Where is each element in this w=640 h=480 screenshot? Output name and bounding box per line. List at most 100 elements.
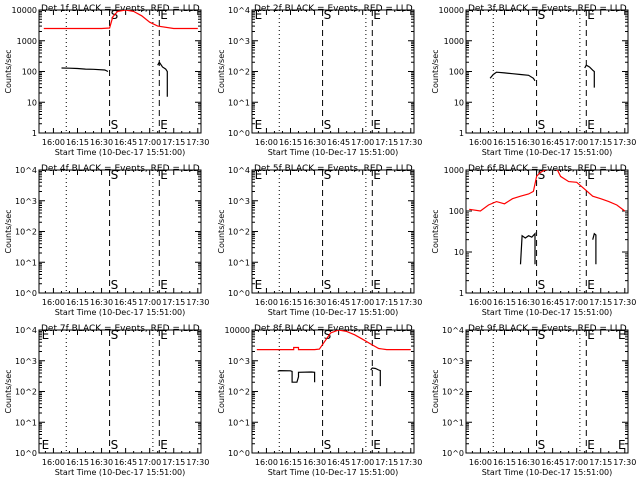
marker-label-bottom: S <box>538 278 546 292</box>
marker-label-top: E <box>160 168 168 182</box>
y-tick-label: 1000 <box>444 37 464 46</box>
marker-label-top: E <box>160 328 168 342</box>
x-tick-label: 17:30 <box>399 298 422 307</box>
x-tick-label: 17:00 <box>565 298 588 307</box>
x-tick-label: 16:30 <box>90 458 113 467</box>
y-tick-label: 10^2 <box>15 228 37 237</box>
x-tick-label: 17:00 <box>138 458 161 467</box>
x-tick-label: 16:15 <box>279 458 302 467</box>
marker-label-bottom: S <box>538 438 546 452</box>
panel-8: Det 8f BLACK = Events, RED = LLD 10^0 10^1… <box>217 324 422 477</box>
marker-label-top: S <box>111 168 119 182</box>
y-tick-label: 10^0 <box>15 449 37 458</box>
marker-label-top: S <box>111 328 119 342</box>
x-tick-label: 17:00 <box>565 458 588 467</box>
x-tick-label: 17:15 <box>375 298 398 307</box>
x-tick-label: 17:30 <box>613 458 636 467</box>
x-tick-label: 16:00 <box>469 298 492 307</box>
panel-title: Det 4f BLACK = Events, RED = LLD <box>41 164 200 174</box>
x-tick-label: 16:30 <box>303 458 326 467</box>
y-tick-label: 10^3 <box>228 197 250 206</box>
x-tick-label: 17:15 <box>375 138 398 147</box>
y-tick-label: 10^0 <box>228 289 250 298</box>
marker-label-bottom: S <box>324 278 332 292</box>
panel-title: Det 9f BLACK = Events, RED = LLD <box>468 324 627 334</box>
panel-title: Det 8f BLACK = Events, RED = LLD <box>254 324 413 334</box>
marker-label-top: E <box>373 168 381 182</box>
y-tick-label: 10^3 <box>15 197 37 206</box>
x-tick-label: 17:00 <box>351 458 374 467</box>
y-tick-label: 10^2 <box>228 228 250 237</box>
x-axis-label: Start Time (10-Dec-17 15:51:00) <box>482 468 613 477</box>
y-axis-label: Counts/sec <box>4 209 13 253</box>
x-tick-label: 17:00 <box>565 138 588 147</box>
marker-label-top: S <box>538 8 546 22</box>
x-tick-label: 17:15 <box>375 458 398 467</box>
marker-label-bottom: S <box>538 118 546 132</box>
events-series-line <box>592 232 597 265</box>
x-tick-label: 16:45 <box>114 138 137 147</box>
x-axis-label: Start Time (10-Dec-17 15:51:00) <box>55 308 186 317</box>
x-tick-label: 16:30 <box>90 138 113 147</box>
x-axis-label: Start Time (10-Dec-17 15:51:00) <box>268 308 399 317</box>
y-axis-label: Counts/sec <box>217 209 226 253</box>
y-tick-label: 10^2 <box>15 388 37 397</box>
x-tick-label: 16:00 <box>469 138 492 147</box>
x-tick-label: 17:30 <box>399 458 422 467</box>
x-tick-label: 16:15 <box>66 138 89 147</box>
y-tick-label: 1000 <box>444 166 464 175</box>
x-tick-label: 16:00 <box>255 138 278 147</box>
marker-label-top: E <box>160 8 168 22</box>
y-tick-label: 10000 <box>439 6 464 15</box>
x-tick-label: 16:45 <box>114 298 137 307</box>
y-axis-label: Counts/sec <box>431 209 440 253</box>
x-tick-label: 17:30 <box>186 138 209 147</box>
marker-label-bottom: E <box>255 118 263 132</box>
x-tick-label: 16:00 <box>255 458 278 467</box>
marker-label-top: E <box>42 328 50 342</box>
marker-label-top: E <box>255 168 263 182</box>
y-tick-label: 10^2 <box>228 388 250 397</box>
x-tick-label: 16:30 <box>303 138 326 147</box>
y-tick-label: 1000 <box>17 37 37 46</box>
y-tick-label: 10^0 <box>442 449 464 458</box>
x-tick-label: 17:30 <box>399 138 422 147</box>
panel-title: Det 6f BLACK = Events, RED = LLD <box>468 164 627 174</box>
y-tick-label: 10^2 <box>442 388 464 397</box>
x-tick-label: 17:30 <box>613 138 636 147</box>
x-axis-label: Start Time (10-Dec-17 15:51:00) <box>55 468 186 477</box>
y-axis-label: Counts/sec <box>4 49 13 93</box>
y-tick-label: 10^3 <box>228 37 250 46</box>
x-tick-label: 16:00 <box>255 298 278 307</box>
y-tick-label: 10^1 <box>442 418 464 427</box>
events-series-line <box>489 71 536 82</box>
marker-label-top: E <box>587 8 595 22</box>
x-tick-label: 16:45 <box>327 138 350 147</box>
x-tick-label: 17:00 <box>351 298 374 307</box>
y-axis-label: Counts/sec <box>217 49 226 93</box>
plot-frame <box>465 169 629 294</box>
y-tick-label: 10^3 <box>15 357 37 366</box>
events-series-line <box>277 369 316 383</box>
x-tick-label: 17:30 <box>186 458 209 467</box>
panel-4: Det 4f BLACK = Events, RED = LLD 10^0 10^1… <box>4 164 209 317</box>
marker-label-bottom: E <box>373 118 381 132</box>
x-tick-label: 16:45 <box>327 458 350 467</box>
marker-label-bottom: E <box>255 278 263 292</box>
y-tick-label: 10^3 <box>442 357 464 366</box>
y-tick-label: 10^3 <box>228 357 250 366</box>
y-axis-label: Counts/sec <box>217 369 226 413</box>
marker-label-top: E <box>373 328 381 342</box>
marker-label-top: E <box>373 8 381 22</box>
y-tick-label: 100 <box>449 207 464 216</box>
marker-label-bottom: S <box>111 118 119 132</box>
x-tick-label: 16:15 <box>66 298 89 307</box>
panel-title: Det 2f BLACK = Events, RED = LLD <box>254 4 413 14</box>
panel-3: Det 3f BLACK = Events, RED = LLD 1 10 100 10… <box>431 4 636 157</box>
y-tick-label: 10 <box>454 248 464 257</box>
panel-2: Det 2f BLACK = Events, RED = LLD 10^0 10^1… <box>217 4 422 157</box>
x-tick-label: 17:15 <box>589 458 612 467</box>
y-tick-label: 10^1 <box>228 418 250 427</box>
x-tick-label: 17:15 <box>589 298 612 307</box>
